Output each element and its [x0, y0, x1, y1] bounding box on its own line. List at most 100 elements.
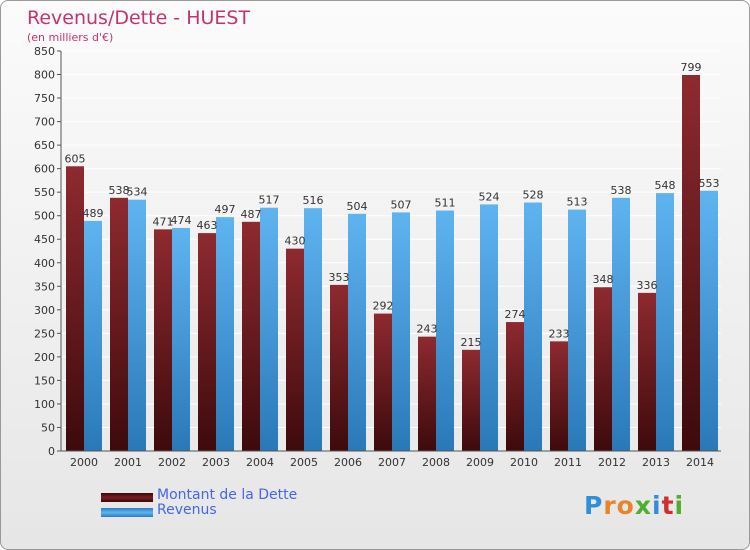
bar-revenue: [480, 204, 498, 451]
bar-revenue: [260, 207, 278, 451]
bar-revenue: [392, 212, 410, 451]
logo-letter: P: [584, 491, 604, 520]
y-tick-label: 400: [34, 257, 55, 270]
value-label-debt: 348: [593, 273, 614, 286]
value-label-revenue: 504: [347, 200, 368, 213]
value-label-revenue: 524: [479, 190, 500, 203]
y-tick-label: 550: [34, 186, 55, 199]
x-tick-label: 2014: [686, 456, 714, 469]
bar-debt: [242, 221, 260, 451]
bar-debt: [110, 197, 128, 451]
bar-debt: [638, 292, 656, 451]
bar-debt: [462, 349, 480, 451]
legend-swatch-debt: [101, 493, 153, 502]
y-tick-label: 850: [34, 45, 55, 58]
bar-debt: [594, 287, 612, 451]
y-tick-labels: 0 50 100 150 200 250 300 350 400 450 500 550 600 650 7…: [34, 45, 55, 458]
x-tick-label: 2012: [598, 456, 626, 469]
value-label-debt: 471: [153, 215, 174, 228]
bar-debt: [682, 75, 700, 451]
logo-letter: r: [603, 491, 617, 520]
value-label-revenue: 534: [127, 186, 148, 199]
bar-revenue: [568, 209, 586, 451]
bar-debt: [66, 166, 84, 451]
y-tick-label: 600: [34, 163, 55, 176]
logo-letter: t: [661, 491, 675, 520]
y-tick-label: 50: [41, 421, 55, 434]
legend-swatch-revenue: [101, 508, 153, 517]
x-tick-label: 2001: [114, 456, 142, 469]
bar-debt: [286, 248, 304, 451]
x-tick-label: 2011: [554, 456, 582, 469]
y-tick-label: 100: [34, 398, 55, 411]
x-tick-labels: 2000 2001 2002 2003 2004 2005 2006 2007 2008 2009…: [70, 456, 714, 469]
x-tick-label: 2008: [422, 456, 450, 469]
x-tick-label: 2002: [158, 456, 186, 469]
x-tick-label: 2007: [378, 456, 406, 469]
bar-debt: [418, 336, 436, 451]
y-tick-label: 500: [34, 210, 55, 223]
value-label-revenue: 511: [435, 197, 456, 210]
y-tick-label: 150: [34, 374, 55, 387]
bar-debt: [550, 341, 568, 451]
bar-revenue: [216, 217, 234, 451]
y-tick-label: 650: [34, 139, 55, 152]
value-label-debt: 243: [417, 323, 438, 336]
value-label-debt: 605: [65, 152, 86, 165]
bar-debt: [506, 322, 524, 451]
x-tick-label: 2013: [642, 456, 670, 469]
value-label-debt: 274: [505, 308, 526, 321]
value-label-revenue: 489: [83, 207, 104, 220]
bar-debt: [374, 313, 392, 451]
bar-debt: [154, 229, 172, 451]
value-label-revenue: 516: [303, 194, 324, 207]
bar-revenue: [128, 199, 146, 451]
value-label-debt: 215: [461, 336, 482, 349]
bar-revenue: [304, 208, 322, 451]
logo-letter: o: [616, 491, 635, 520]
bar-revenue: [172, 227, 190, 451]
chart-subtitle: (en milliers d'€): [27, 31, 114, 44]
bar-debt: [330, 284, 348, 451]
x-tick-label: 2004: [246, 456, 274, 469]
value-label-debt: 799: [681, 61, 702, 74]
y-tick-label: 250: [34, 327, 55, 340]
axes: [60, 51, 721, 452]
value-label-debt: 292: [373, 300, 394, 313]
x-tick-label: 2006: [334, 456, 362, 469]
value-label-revenue: 553: [699, 177, 720, 190]
y-tick-label: 700: [34, 116, 55, 129]
value-label-debt: 233: [549, 327, 570, 340]
y-tick-label: 0: [48, 445, 55, 458]
x-tick-label: 2005: [290, 456, 318, 469]
y-tick-label: 200: [34, 351, 55, 364]
value-label-revenue: 538: [611, 184, 632, 197]
logo-letter: x: [634, 491, 652, 520]
bars: [66, 75, 718, 451]
value-label-debt: 336: [637, 279, 658, 292]
bar-revenue: [612, 197, 630, 451]
bar-revenue: [84, 220, 102, 451]
bar-revenue: [436, 210, 454, 451]
value-label-revenue: 474: [171, 214, 192, 227]
bar-revenue: [656, 193, 674, 451]
logo-letter: i: [674, 491, 685, 520]
bar-debt: [198, 233, 216, 451]
value-label-revenue: 548: [655, 179, 676, 192]
x-tick-label: 2010: [510, 456, 538, 469]
y-tick-label: 450: [34, 233, 55, 246]
value-label-debt: 353: [329, 271, 350, 284]
legend-label-debt: Montant de la Dette: [157, 487, 298, 503]
y-tick-label: 300: [34, 304, 55, 317]
value-label-revenue: 507: [391, 198, 412, 211]
bar-revenue: [348, 213, 366, 451]
bar-revenue: [700, 190, 718, 451]
proxiti-logo: Proxiti: [584, 491, 684, 520]
value-label-revenue: 497: [215, 203, 236, 216]
chart-title: Revenus/Dette - HUEST: [27, 7, 251, 29]
x-tick-label: 2009: [466, 456, 494, 469]
legend-label-revenue: Revenus: [157, 502, 217, 518]
